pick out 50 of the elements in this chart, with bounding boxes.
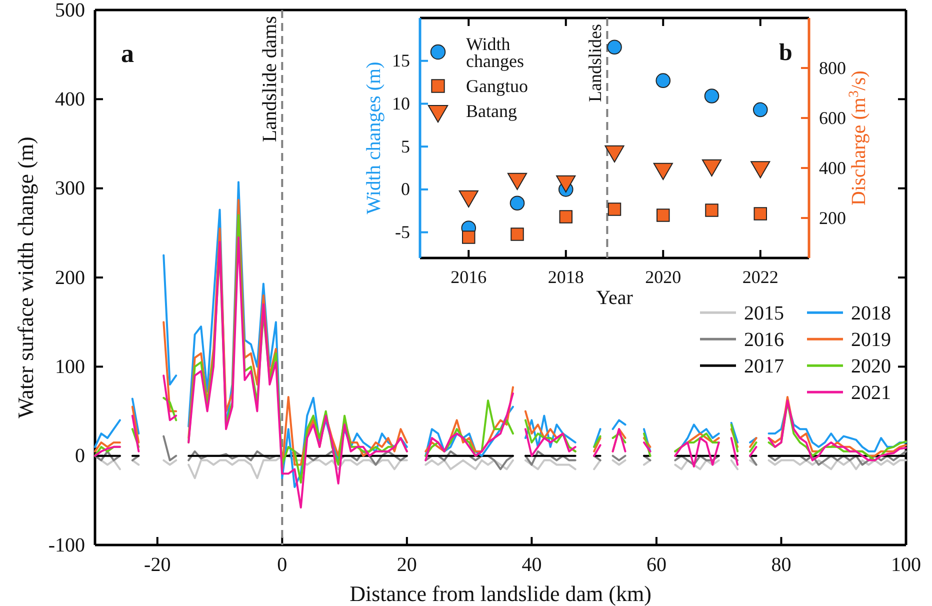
- x-tick-label: 2016: [450, 266, 487, 287]
- point: [704, 88, 720, 104]
- y2-tick-label: 600: [819, 108, 846, 128]
- x-tick-label: 60: [646, 554, 666, 576]
- x-tick-label: 20: [396, 554, 417, 576]
- y-tick-label: 0: [401, 179, 410, 200]
- annotation: a: [121, 39, 134, 68]
- x-tick-label: 80: [771, 554, 792, 576]
- point: [752, 102, 768, 118]
- point: [510, 196, 525, 211]
- x-axis-title: Year: [596, 287, 634, 309]
- annotation: b: [779, 40, 792, 66]
- y-tick-label: 500: [55, 0, 85, 22]
- x-tick-label: 2018: [548, 266, 584, 287]
- point: [607, 40, 622, 55]
- ref-line-label: Landslides: [585, 24, 606, 102]
- x-tick-label: 2022: [742, 266, 778, 287]
- legend-label: Width changes: [466, 34, 524, 71]
- y-tick-label: 10: [392, 93, 410, 114]
- x-tick-label: 100: [891, 554, 921, 576]
- y-tick-label: 100: [55, 356, 85, 378]
- y-tick-label: 5: [401, 136, 410, 156]
- y-axis-title: Water surface width change (m): [13, 136, 38, 418]
- y-tick-label: 300: [55, 178, 85, 200]
- y2-tick-label: 200: [819, 208, 846, 228]
- y-tick-label: -5: [395, 222, 410, 242]
- x-tick-label: 40: [522, 554, 542, 576]
- legend-label: 2020: [851, 356, 891, 378]
- legend-label: 2018: [851, 302, 891, 325]
- x-tick-label: -20: [144, 554, 171, 576]
- y-tick-label: 0: [75, 445, 85, 468]
- x-axis-title: Distance from landslide dam (km): [350, 581, 652, 606]
- legend-label: Batang: [466, 101, 517, 121]
- y-tick-label: 15: [392, 50, 410, 71]
- legend-label: 2015: [744, 302, 784, 325]
- legend-label: 2021: [851, 382, 891, 404]
- legend-label: 2019: [851, 329, 891, 352]
- y-axis-title: Width changes (m): [363, 62, 385, 214]
- y2-tick-label: 400: [819, 158, 846, 178]
- point: [656, 73, 671, 88]
- x-tick-label: 0: [277, 554, 288, 576]
- ref-line-label: Landslide dams: [259, 16, 282, 142]
- y2-tick-label: 800: [819, 58, 846, 78]
- legend-label: Gangtuo: [466, 76, 528, 96]
- y-tick-label: 400: [55, 88, 85, 111]
- x-tick-label: 2020: [645, 266, 682, 287]
- legend-label: 2017: [744, 356, 784, 378]
- legend-label: 2016: [744, 329, 784, 352]
- y-tick-label: 200: [55, 266, 85, 289]
- y-tick-label: -100: [48, 534, 85, 556]
